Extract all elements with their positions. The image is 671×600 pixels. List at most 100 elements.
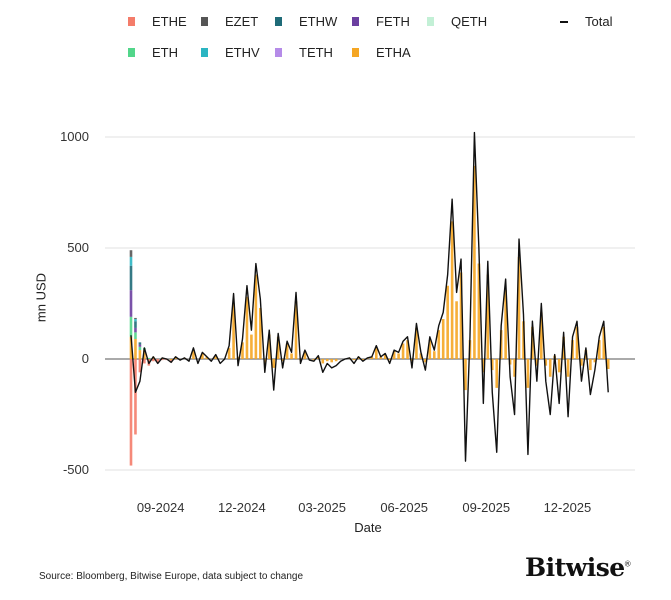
legend-item-eth: ETH (128, 45, 178, 60)
bar-etha (490, 359, 494, 371)
bar-etha (334, 359, 338, 362)
bar-feth (134, 327, 137, 333)
legend-item-ethe: ETHE (128, 14, 187, 29)
bar-ethe (152, 359, 155, 362)
legend-label: ETH (152, 45, 178, 60)
bar-etha (441, 319, 445, 359)
legend-swatch (275, 17, 282, 26)
bitwise-logo: Bitwise® (525, 553, 631, 582)
bar-etha (375, 347, 378, 359)
bar-etha (419, 353, 423, 359)
legend-swatch (352, 17, 359, 26)
bar-eth (138, 346, 142, 351)
y-tick-label: 500 (67, 240, 89, 255)
bar-eth (129, 316, 133, 337)
bar-etha (294, 301, 298, 359)
x-tick-label: 06-2025 (380, 500, 429, 515)
legend-swatch (201, 17, 208, 26)
bar-etha (593, 359, 597, 363)
bar-etha (397, 353, 400, 359)
x-tick-label: 09-2024 (136, 500, 185, 515)
bar-etha (259, 307, 262, 359)
legend-label: QETH (451, 14, 488, 29)
bar-ethw (134, 321, 137, 328)
legend-item-feth: FETH (352, 14, 410, 29)
bar-etha (303, 351, 307, 359)
legend-swatch (275, 48, 282, 57)
bar-etha (495, 359, 499, 388)
bar-etha (540, 312, 543, 359)
bar-etha (227, 347, 231, 359)
bar-etha (312, 359, 316, 361)
x-tick-label: 12-2025 (543, 500, 592, 515)
bar-etha (352, 359, 356, 361)
legend-item-ethv: ETHV (201, 45, 260, 60)
bar-etha (562, 336, 565, 359)
bar-etha (575, 326, 579, 359)
bar-etha (281, 359, 284, 362)
bar-etha (526, 359, 530, 388)
bar-etha (428, 340, 432, 359)
bar-eth (147, 357, 151, 359)
bar-ethe (143, 359, 146, 364)
legend-label: ETHE (152, 14, 187, 29)
y-tick-label: 0 (81, 351, 89, 366)
bar-etha (379, 356, 383, 359)
bar-etha (486, 274, 490, 359)
x-tick-label: 03-2025 (298, 500, 346, 515)
bar-etha (522, 321, 525, 359)
bar-etha (241, 342, 244, 359)
legend-swatch (427, 17, 434, 26)
bar-etha (513, 359, 516, 377)
bar-etha (477, 263, 481, 359)
bar-etha (602, 326, 606, 359)
bar-etha (383, 354, 387, 359)
y-tick-label: 1000 (60, 129, 89, 144)
legend-swatch (560, 20, 568, 23)
legend-swatch (128, 48, 135, 57)
bar-etha (517, 256, 521, 359)
source-note: Source: Bloomberg, Bitwise Europe, data … (39, 571, 304, 582)
legend-label: Total (585, 14, 613, 29)
bar-ezet (134, 317, 137, 320)
bar-etha (370, 356, 374, 359)
bar-ethe (160, 359, 164, 361)
x-tick-label: 09-2025 (462, 500, 511, 515)
bar-etha (401, 343, 405, 359)
bar-etha (129, 336, 133, 359)
bar-etha (192, 350, 195, 359)
bar-feth (129, 290, 133, 317)
bar-etha (482, 359, 485, 373)
bar-ezet (129, 250, 133, 257)
legend-swatch (128, 17, 135, 26)
bar-etha (245, 296, 249, 359)
y-axis-title: mn USD (33, 272, 49, 323)
bar-etha (450, 221, 454, 359)
x-tick-label: 12-2024 (217, 500, 266, 515)
bar-ethw (129, 265, 133, 291)
bar-etha (232, 303, 235, 359)
bar-ethv (134, 319, 137, 322)
bar-etha (473, 165, 476, 359)
bar-eth (134, 332, 137, 340)
bar-etha (557, 359, 561, 373)
legend-swatch (201, 48, 208, 57)
bar-etha (285, 343, 289, 359)
bar-etha (134, 339, 137, 359)
legend-label: FETH (376, 14, 410, 29)
bar-etha (214, 355, 218, 359)
bar-ethe (156, 359, 160, 363)
bar-etha (254, 274, 258, 359)
bar-etha (138, 350, 142, 359)
bar-etha (606, 359, 610, 369)
bar-feth (138, 344, 142, 347)
bar-etha (571, 340, 574, 359)
legend-label: ETHV (225, 45, 260, 60)
bar-ethw (138, 342, 142, 345)
bar-ethe (129, 359, 133, 466)
bar-etha (589, 359, 592, 371)
bar-ethe (134, 359, 137, 435)
bar-etha (201, 353, 204, 359)
bar-etha (276, 336, 280, 359)
